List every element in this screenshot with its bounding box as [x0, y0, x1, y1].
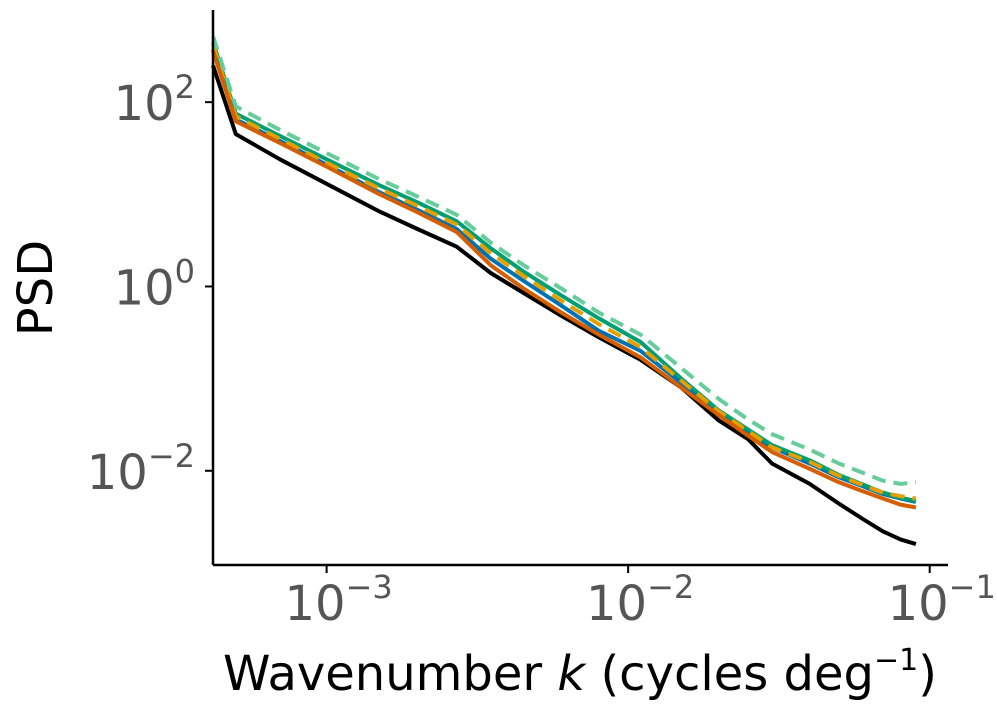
y-tick-2-label-exponent: 2 — [175, 68, 195, 106]
series-line-orange — [211, 50, 917, 510]
series-line-yellow-dashed — [211, 44, 917, 501]
y-axis-title: PSD — [8, 240, 64, 336]
x-tick-−3-label-exponent: −3 — [346, 568, 393, 606]
y-tick-0-label-base: 10 — [114, 260, 175, 316]
x-axis-title-suffix: ) — [918, 646, 937, 702]
series-line-light-green-dashed — [211, 35, 917, 486]
y-tick-0-label: 100 — [114, 252, 195, 316]
y-tick-−2-label-base: 10 — [87, 445, 148, 501]
x-axis-title-prefix: Wavenumber — [223, 646, 557, 702]
x-tick-−3-label-base: 10 — [284, 576, 345, 632]
series-line-blue — [211, 48, 917, 504]
series-lines — [211, 35, 917, 547]
x-tick-−2-label-exponent: −2 — [647, 568, 694, 606]
x-axis-title-middle: (cycles deg — [585, 646, 874, 702]
y-tick-2-label-base: 10 — [114, 76, 175, 132]
x-axis-title-superscript: −1 — [874, 643, 918, 678]
x-tick-−1-label: 10−1 — [888, 568, 996, 632]
y-tick-0-label-exponent: 0 — [175, 252, 195, 290]
y-tick-−2-label-exponent: −2 — [148, 437, 195, 475]
x-axis-title: Wavenumber k (cycles deg−1) — [223, 643, 937, 702]
x-tick-−2-label-base: 10 — [586, 576, 647, 632]
y-tick-2-label: 102 — [114, 68, 195, 132]
series-line-green — [211, 41, 917, 503]
y-tick-−2-label: 10−2 — [87, 437, 195, 501]
x-tick-−3-label: 10−3 — [284, 568, 392, 632]
x-tick-−2-label: 10−2 — [586, 568, 694, 632]
series-line-black — [211, 64, 917, 547]
x-tick-−1-label-base: 10 — [888, 576, 949, 632]
x-axis-title-variable: k — [557, 646, 587, 702]
x-tick-−1-label-exponent: −1 — [949, 568, 996, 606]
